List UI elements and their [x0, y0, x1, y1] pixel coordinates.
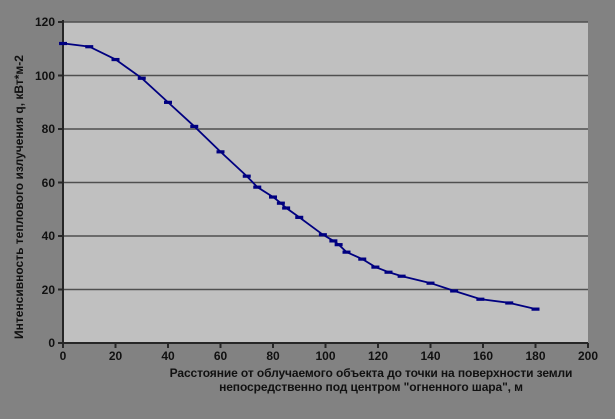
data-marker — [397, 274, 406, 278]
data-marker — [450, 289, 459, 293]
y-tick-label-80: 80 — [41, 122, 55, 136]
data-marker — [85, 45, 94, 49]
data-marker — [216, 150, 225, 154]
y-tick-label-100: 100 — [34, 68, 55, 83]
x-tick-label-140: 140 — [420, 349, 441, 363]
y-tick-label-0: 0 — [48, 336, 55, 350]
series-line-q — [62, 42, 536, 310]
data-marker — [318, 233, 327, 237]
x-tick-label-180: 180 — [525, 349, 546, 363]
data-marker — [282, 206, 291, 210]
x-axis-title: Расстояние от облучаемого объекта до точ… — [169, 366, 573, 394]
x-tick-label-0: 0 — [59, 349, 67, 363]
data-marker — [505, 301, 514, 305]
data-marker — [334, 243, 343, 247]
data-marker — [358, 257, 367, 261]
data-marker — [164, 100, 172, 104]
data-marker — [111, 57, 120, 62]
y-tick-label-40: 40 — [41, 229, 55, 243]
x-tick-label-40: 40 — [161, 349, 175, 363]
data-marker — [371, 265, 380, 269]
y-axis-title: Интенсивность теплового излучения q, кВт… — [12, 55, 26, 339]
x-tick-label-160: 160 — [472, 349, 494, 363]
data-marker — [242, 174, 251, 178]
y-tick-label-60: 60 — [41, 175, 55, 190]
x-tick-label-20: 20 — [108, 349, 123, 363]
data-marker — [384, 270, 393, 274]
data-marker — [269, 195, 277, 199]
x-tick-label-120: 120 — [367, 349, 389, 363]
x-tick-label-200: 200 — [577, 349, 599, 363]
data-marker — [426, 281, 435, 285]
data-marker — [137, 76, 146, 80]
x-tick-label-80: 80 — [266, 349, 280, 363]
data-marker — [295, 215, 304, 219]
data-marker — [276, 201, 285, 205]
y-tick-label-120: 120 — [34, 15, 55, 29]
y-tick-label-20: 20 — [41, 282, 55, 297]
x-tick-label-100: 100 — [315, 349, 336, 363]
data-marker — [476, 297, 485, 301]
data-marker — [531, 307, 540, 311]
data-marker — [329, 239, 338, 243]
data-marker — [59, 41, 67, 46]
data-marker — [253, 185, 262, 189]
data-marker — [190, 124, 199, 129]
x-tick-label-60: 60 — [213, 349, 228, 363]
data-marker — [342, 250, 351, 254]
